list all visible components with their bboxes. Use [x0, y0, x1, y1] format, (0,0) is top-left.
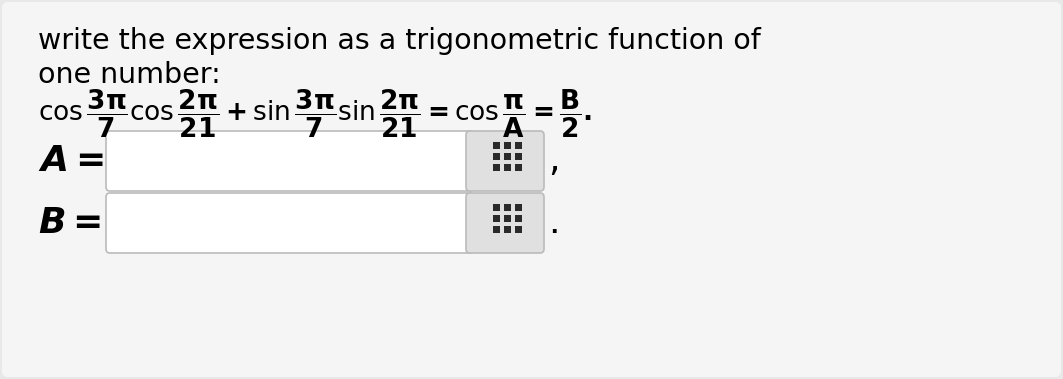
FancyBboxPatch shape	[504, 226, 511, 233]
Text: .: .	[549, 206, 559, 240]
Text: $\boldsymbol{B =}$: $\boldsymbol{B =}$	[38, 206, 101, 240]
Text: $\boldsymbol{A =}$: $\boldsymbol{A =}$	[38, 144, 104, 178]
FancyBboxPatch shape	[504, 164, 511, 171]
FancyBboxPatch shape	[466, 193, 544, 253]
FancyBboxPatch shape	[106, 193, 474, 253]
FancyBboxPatch shape	[504, 153, 511, 160]
FancyBboxPatch shape	[493, 153, 500, 160]
FancyBboxPatch shape	[466, 131, 544, 191]
FancyBboxPatch shape	[504, 204, 511, 211]
FancyBboxPatch shape	[514, 215, 522, 222]
FancyBboxPatch shape	[106, 131, 474, 191]
FancyBboxPatch shape	[514, 142, 522, 149]
FancyBboxPatch shape	[493, 142, 500, 149]
FancyBboxPatch shape	[493, 204, 500, 211]
FancyBboxPatch shape	[493, 164, 500, 171]
FancyBboxPatch shape	[514, 164, 522, 171]
FancyBboxPatch shape	[514, 153, 522, 160]
Text: write the expression as a trigonometric function of: write the expression as a trigonometric …	[38, 27, 761, 55]
FancyBboxPatch shape	[514, 226, 522, 233]
FancyBboxPatch shape	[504, 215, 511, 222]
Text: $\mathbf{\cos\dfrac{3\pi}{7}\cos\dfrac{2\pi}{21} + \sin\dfrac{3\pi}{7}\sin\dfrac: $\mathbf{\cos\dfrac{3\pi}{7}\cos\dfrac{2…	[38, 88, 592, 140]
FancyBboxPatch shape	[504, 142, 511, 149]
FancyBboxPatch shape	[514, 204, 522, 211]
FancyBboxPatch shape	[493, 226, 500, 233]
Text: ,: ,	[549, 144, 559, 178]
Text: one number:: one number:	[38, 61, 221, 89]
FancyBboxPatch shape	[493, 215, 500, 222]
